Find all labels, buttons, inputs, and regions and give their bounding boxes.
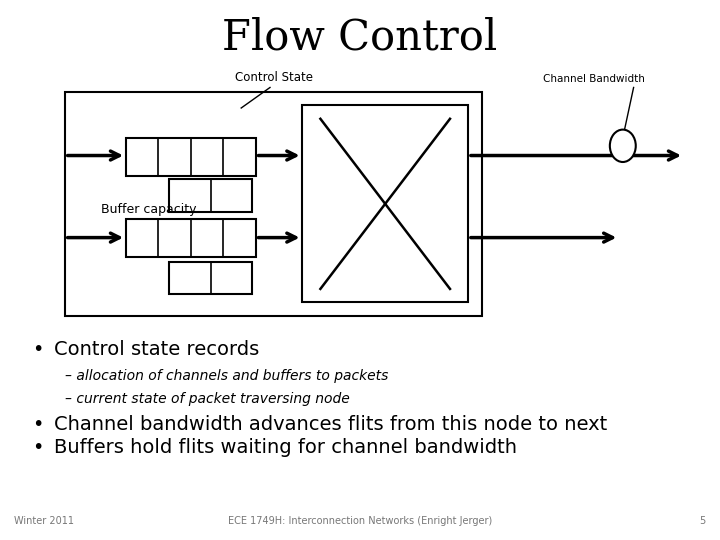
Text: Winter 2011: Winter 2011 bbox=[14, 516, 74, 526]
Text: •: • bbox=[32, 438, 44, 457]
Text: Channel bandwidth advances flits from this node to next: Channel bandwidth advances flits from th… bbox=[54, 415, 607, 434]
Text: Control State: Control State bbox=[235, 71, 312, 84]
Bar bbox=[169, 179, 252, 212]
Text: – allocation of channels and buffers to packets: – allocation of channels and buffers to … bbox=[65, 369, 388, 383]
Text: Flow Control: Flow Control bbox=[222, 17, 498, 59]
Text: Buffers hold flits waiting for channel bandwidth: Buffers hold flits waiting for channel b… bbox=[54, 438, 517, 457]
Bar bbox=[65, 92, 482, 316]
Text: •: • bbox=[32, 415, 44, 434]
Bar bbox=[126, 138, 256, 176]
Ellipse shape bbox=[610, 130, 636, 162]
Text: Buffer capacity: Buffer capacity bbox=[101, 203, 197, 216]
Text: Channel Bandwidth: Channel Bandwidth bbox=[543, 73, 644, 84]
Text: •: • bbox=[32, 340, 44, 359]
Text: ECE 1749H: Interconnection Networks (Enright Jerger): ECE 1749H: Interconnection Networks (Enr… bbox=[228, 516, 492, 526]
Bar bbox=[302, 105, 468, 302]
Text: Control state records: Control state records bbox=[54, 340, 259, 359]
Text: – current state of packet traversing node: – current state of packet traversing nod… bbox=[65, 392, 349, 406]
Bar bbox=[169, 262, 252, 294]
Bar bbox=[126, 219, 256, 256]
Text: 5: 5 bbox=[699, 516, 706, 526]
